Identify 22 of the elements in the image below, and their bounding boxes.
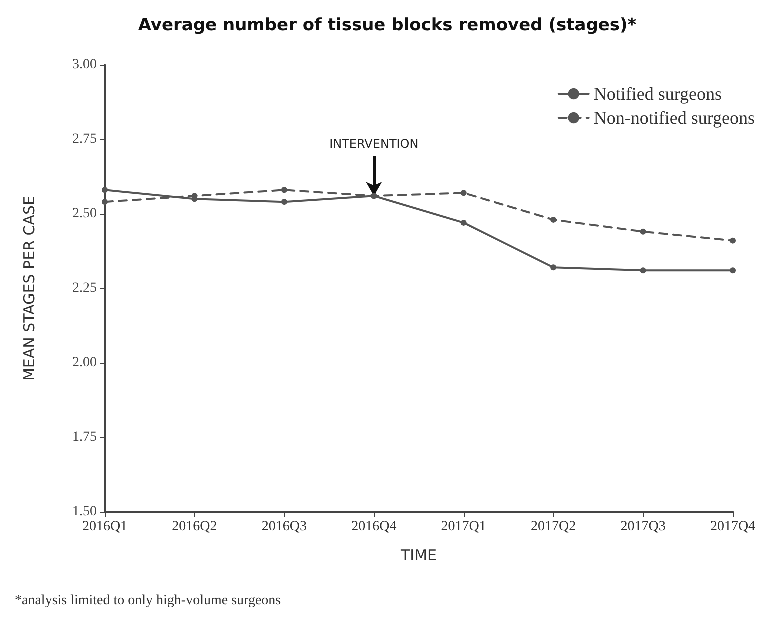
x-tick-label: 2017Q1 bbox=[441, 520, 486, 534]
legend-label: Notified surgeons bbox=[594, 84, 722, 104]
x-tick-label: 2017Q4 bbox=[710, 520, 756, 534]
y-tick-label: 3.00 bbox=[72, 58, 97, 72]
y-tick-label: 2.75 bbox=[72, 132, 97, 147]
x-tick-label: 2016Q4 bbox=[352, 520, 397, 534]
y-tick-label: 2.50 bbox=[72, 206, 97, 222]
legend-label: Non-notified surgeons bbox=[594, 108, 756, 128]
x-tick-label: 2017Q3 bbox=[620, 520, 666, 534]
x-axis-title: TIME bbox=[400, 546, 438, 564]
x-tick-label: 2017Q2 bbox=[531, 520, 576, 534]
x-tick-label: 2016Q1 bbox=[82, 520, 128, 534]
y-axis-title: MEAN STAGES PER CASE bbox=[20, 196, 38, 382]
y-tick-label: 2.00 bbox=[72, 356, 97, 370]
x-tick-label: 2016Q2 bbox=[172, 520, 218, 534]
y-tick-label: 1.50 bbox=[72, 504, 97, 520]
text: *analysis limited to only high-volume surgeons bbox=[15, 594, 282, 608]
chart-title: Average number of tissue blocks removed (stages)* bbox=[138, 16, 637, 36]
y-tick-label: 2.25 bbox=[72, 281, 97, 296]
y-tick-label: 1.75 bbox=[72, 430, 97, 445]
annotation: INTERVENTION bbox=[330, 137, 419, 152]
x-tick-label: 2016Q3 bbox=[262, 520, 307, 534]
